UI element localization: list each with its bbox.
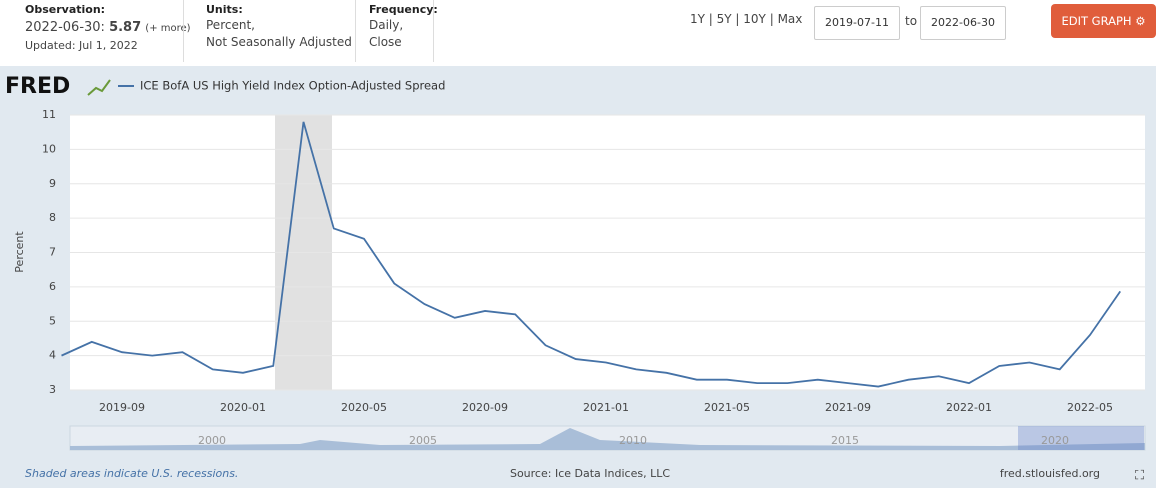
more-link[interactable]: (+ more) [145,23,191,34]
range-1y[interactable]: 1Y [690,12,705,26]
edit-label: EDIT GRAPH [1061,14,1132,28]
series-line [61,121,1121,388]
y-axis-title: Percent [13,231,26,273]
x-tick-label: 2019-09 [99,401,145,414]
x-tick-label: 2020-09 [462,401,508,414]
navigator-label: 2010 [619,434,647,447]
obs: 2022-06-30: 5.87 (+ more) [25,20,191,35]
frequency: Daily, [369,18,404,32]
y-tick-label: 3 [49,383,56,396]
y-tick-label: 6 [49,280,56,293]
x-tick-label: 2021-01 [583,401,629,414]
x-tick-label: 2022-05 [1067,401,1113,414]
y-tick-label: 4 [49,349,56,362]
navigator-label: 2015 [831,434,859,447]
y-tick-label: 7 [49,246,56,259]
y-tick-label: 9 [49,177,56,190]
navigator-window[interactable] [1018,426,1144,450]
navigator-label: 2020 [1041,434,1069,447]
y-tick-label: 11 [42,108,56,121]
navigator-series [70,428,1145,450]
range-10y[interactable]: 10Y [743,12,766,26]
y-tick-label: 8 [49,211,56,224]
units: Not Seasonally Adjusted [206,35,352,49]
x-tick-label: 2022-01 [946,401,992,414]
start-date-input[interactable]: 2019-07-11 [814,6,900,40]
value: 5.87 [109,20,142,35]
label: Observation: [25,3,106,16]
frequency: Close [369,35,402,49]
range-max[interactable]: Max [777,12,803,26]
x-tick-label: 2021-05 [704,401,750,414]
label: Frequency: [369,3,438,16]
logo-icon [87,79,111,96]
range-5y[interactable]: 5Y [716,12,732,26]
edit-graph-button[interactable]: EDIT GRAPH ⚙ [1051,4,1156,38]
navigator-label: 2005 [409,434,437,447]
source: Source: Ice Data Indices, LLC [510,467,670,480]
legend-label: ICE BofA US High Yield Index Option-Adju… [140,79,445,93]
site: fred.stlouisfed.org [1000,467,1100,480]
recession-note: Shaded areas indicate U.S. recessions. [25,467,238,480]
navigator-label: 2000 [198,434,226,447]
range-links: 1Y | 5Y | 10Y | Max [690,12,803,26]
updated: Updated: Jul 1, 2022 [25,39,138,52]
date: 2022-06-30: [25,20,105,35]
x-tick-label: 2021-09 [825,401,871,414]
to: to [905,14,918,28]
x-tick-label: 2020-05 [341,401,387,414]
end-date-input[interactable]: 2022-06-30 [920,6,1006,40]
y-tick-label: 5 [49,314,56,327]
fullscreen-icon[interactable]: ⛶ [1134,469,1145,484]
logo: FRED [5,74,70,99]
y-tick-label: 10 [42,142,56,155]
units: Percent, [206,18,255,32]
label: Units: [206,3,243,16]
x-tick-label: 2020-01 [220,401,266,414]
